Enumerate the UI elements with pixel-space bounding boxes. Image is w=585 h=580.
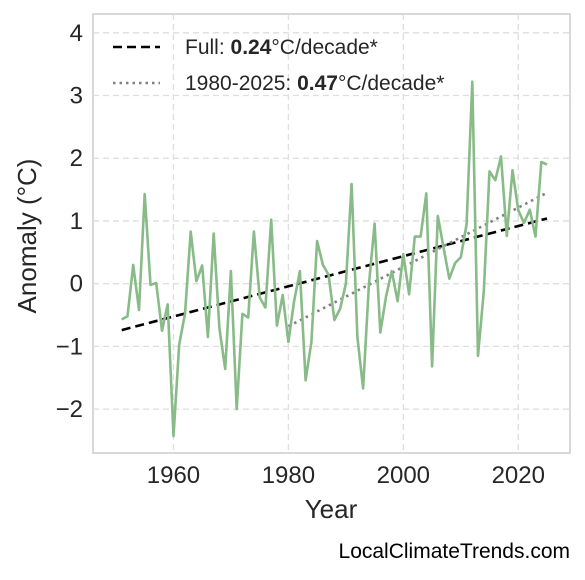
legend-entry: 1980-2025: 0.47°C/decade*	[185, 72, 444, 95]
y-tick-label: 1	[70, 208, 83, 235]
recent-trend-line	[287, 191, 548, 328]
x-tick-label: 2000	[377, 462, 430, 489]
y-tick-label: 0	[70, 271, 83, 298]
x-tick-label: 1980	[262, 462, 315, 489]
site-credit: LocalClimateTrends.com	[338, 540, 570, 563]
anomaly-series-line	[121, 80, 548, 438]
y-tick-label: 4	[70, 20, 83, 47]
y-tick-label: 3	[70, 83, 83, 110]
legend-entry: Full: 0.24°C/decade*	[185, 36, 378, 59]
legend: Full: 0.24°C/decade* 1980-2025: 0.47°C/de…	[113, 36, 444, 95]
grid	[93, 14, 570, 453]
x-tick-label: 2020	[492, 462, 545, 489]
y-axis-label: Anomaly (°C)	[12, 159, 42, 314]
y-tick-label: −1	[56, 333, 83, 360]
y-tick-label: −2	[56, 396, 83, 423]
x-axis-label: Year	[305, 494, 358, 524]
y-tick-label: 2	[70, 145, 83, 172]
data-series	[121, 80, 548, 438]
y-tick-labels: −2 −1 0 1 2 3 4	[56, 20, 83, 423]
x-tick-labels: 1960 1980 2000 2020	[147, 462, 545, 489]
x-tick-label: 1960	[147, 462, 200, 489]
